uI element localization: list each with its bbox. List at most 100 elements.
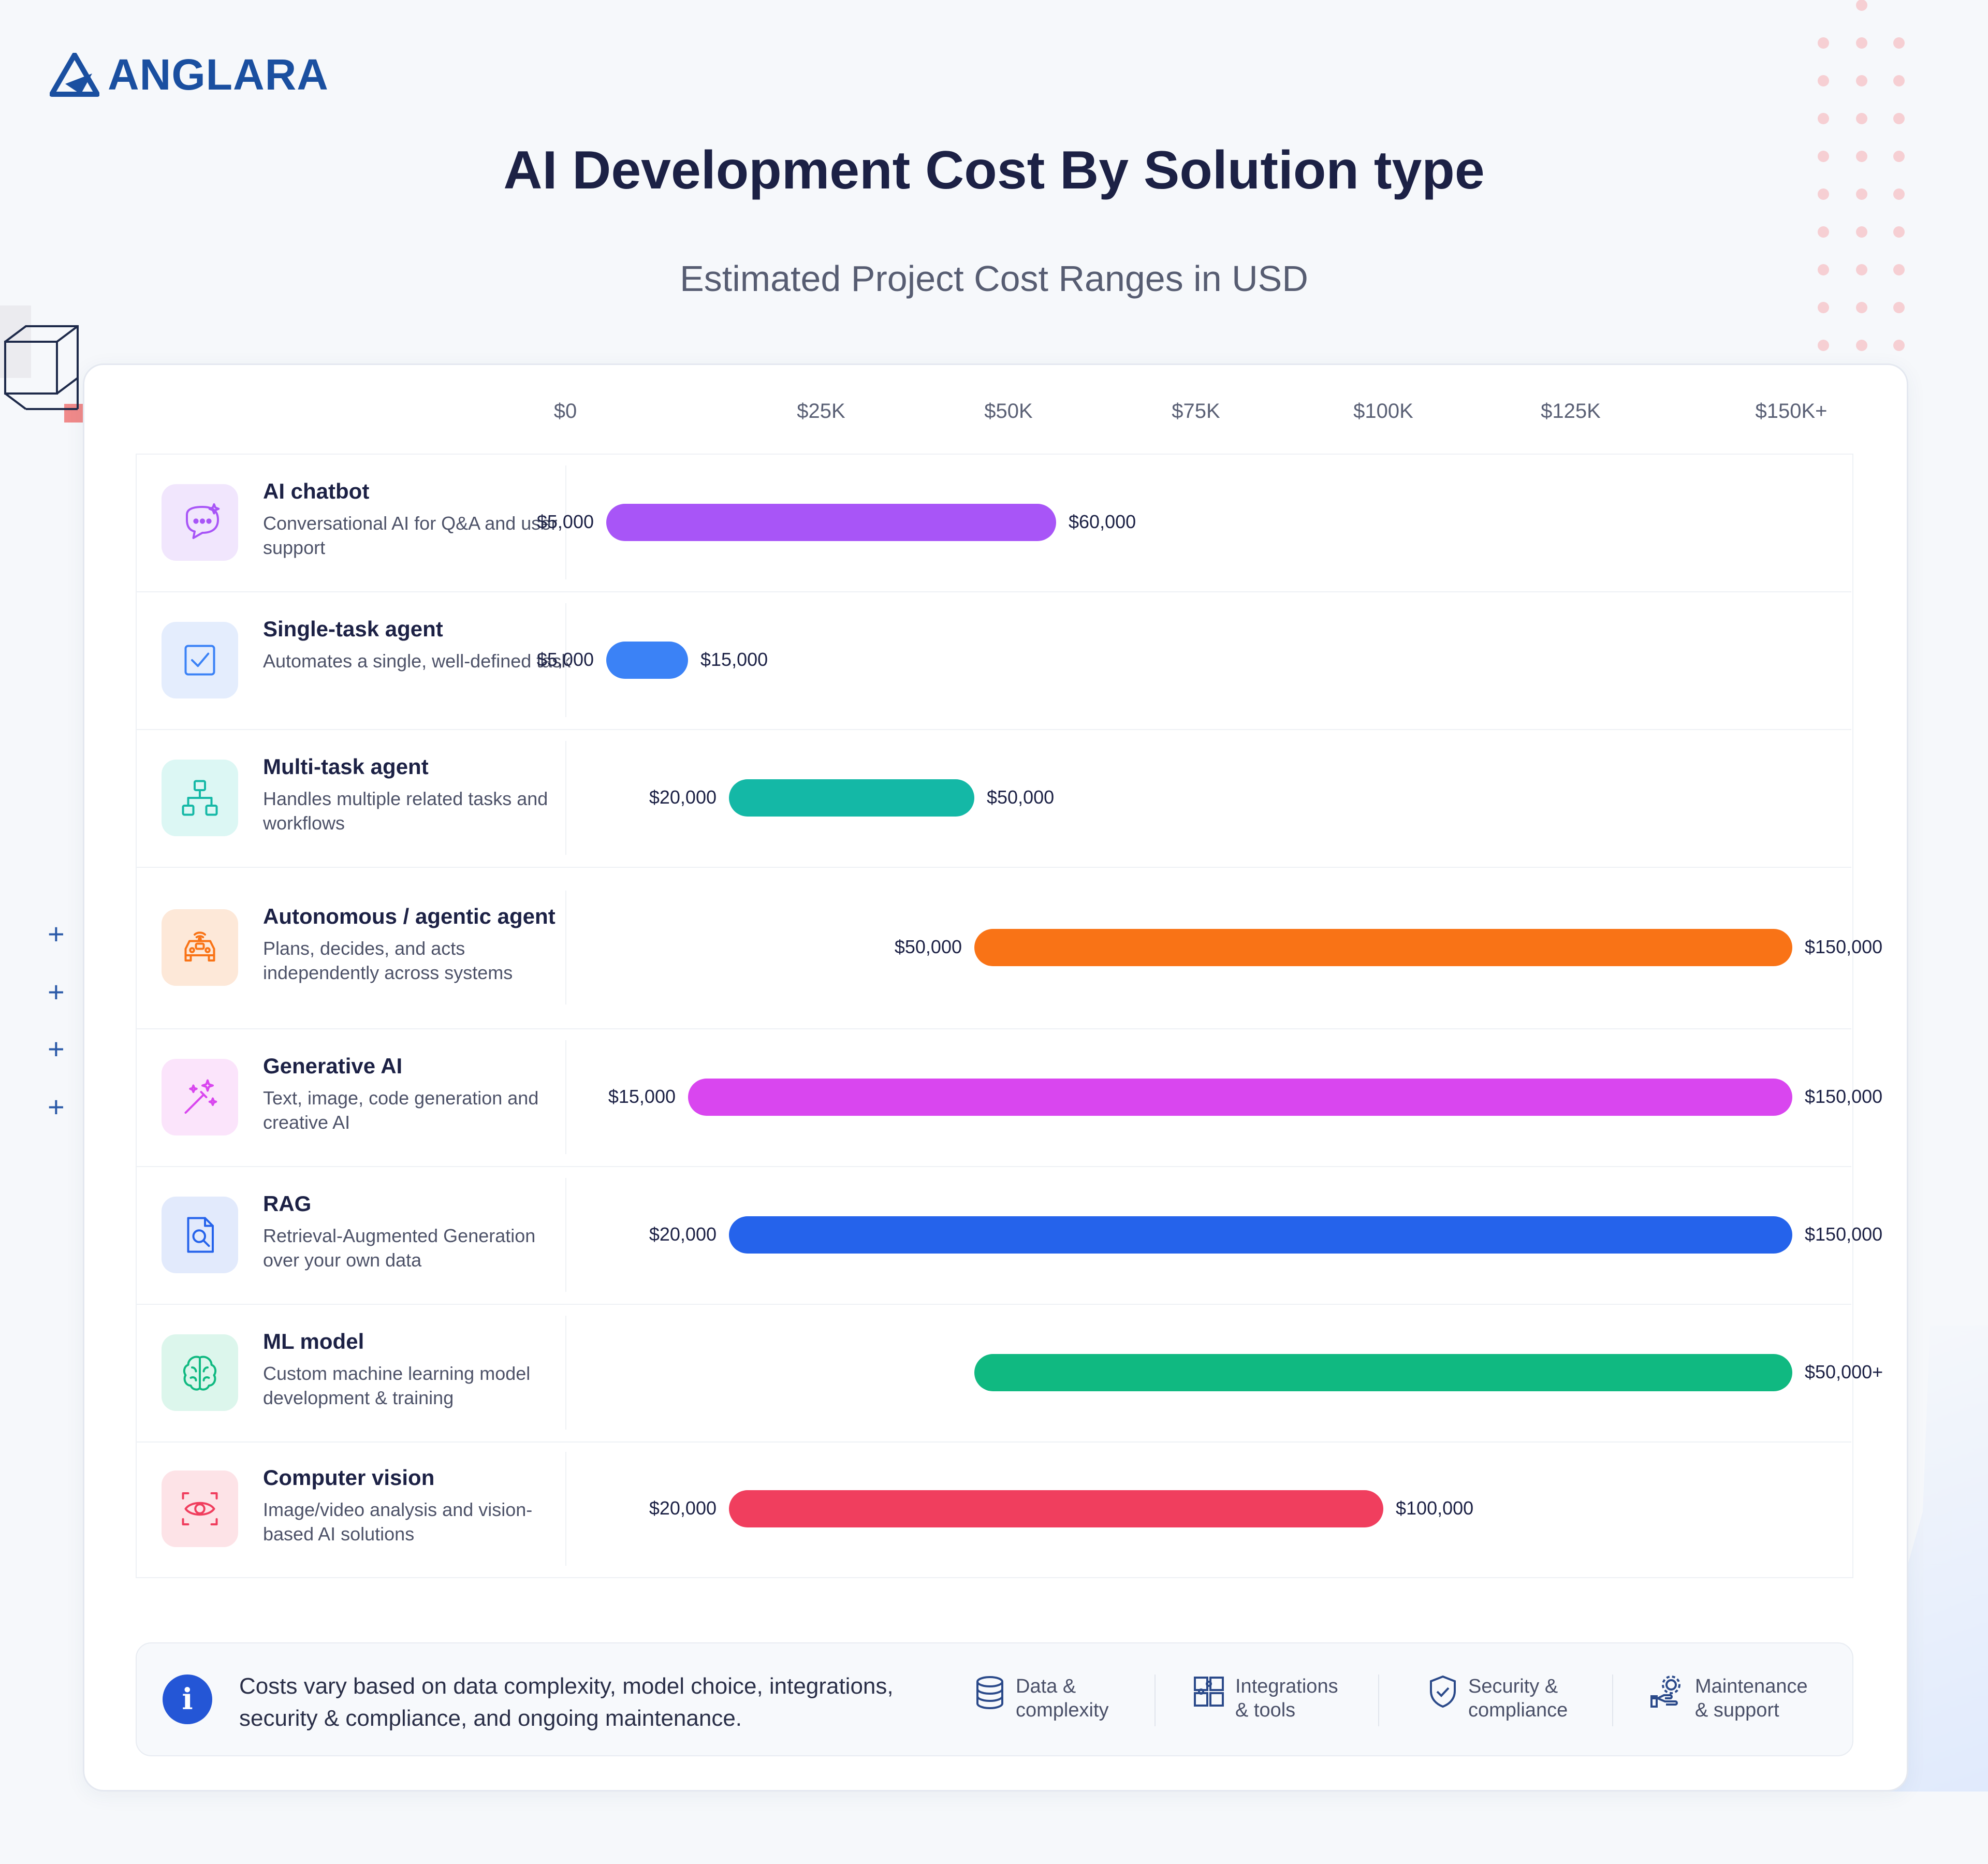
- max-value-label: $50,000: [987, 787, 1055, 808]
- x-tick-label: $50K: [984, 400, 1033, 423]
- database-icon: [976, 1676, 1003, 1710]
- shield-check-icon: [1430, 1675, 1456, 1708]
- info-icon: i: [163, 1674, 212, 1724]
- document-search-icon: [187, 1217, 214, 1253]
- category-name: Autonomous / agentic agent: [263, 904, 556, 928]
- cost-range-bar: [729, 779, 974, 817]
- factor-security-compliance: Security & compliance: [1428, 1674, 1587, 1722]
- category-icon-tile: [162, 1334, 238, 1411]
- chart-row: Autonomous / agentic agent Plans, decides…: [136, 867, 1882, 1029]
- column-divider: [565, 741, 566, 855]
- chat-sparkle-icon: [186, 503, 220, 539]
- cost-factors-footer: i Costs vary based on data complexity, m…: [136, 1642, 1853, 1756]
- checkbox-icon: [184, 645, 215, 676]
- cost-range-bar: [688, 1079, 1792, 1116]
- decorative-dot-grid: [1818, 0, 1905, 351]
- category-description: Plans, decides, and acts independently a…: [263, 938, 513, 983]
- factor-integrations-tools: Integrations & tools: [1193, 1674, 1354, 1722]
- max-value-label: $50,000+: [1805, 1361, 1883, 1382]
- chart-row: RAG Retrieval-Augmented Generation over y…: [136, 1166, 1882, 1305]
- chart-row: Single-task agent Automates a single, wel…: [136, 591, 1851, 730]
- factor-data-complexity: Data & complexity: [974, 1674, 1135, 1722]
- category-description: Handles multiple related tasks and workf…: [263, 788, 548, 834]
- column-divider: [565, 1040, 566, 1154]
- category-description: Custom machine learning model developmen…: [263, 1363, 531, 1408]
- max-value-label: $100,000: [1396, 1497, 1474, 1519]
- min-value-label: $20,000: [649, 1497, 717, 1519]
- category-icon-tile: [162, 760, 238, 836]
- category-name: Single-task agent: [263, 617, 443, 641]
- hierarchy-icon: [182, 780, 218, 816]
- cost-range-bar: [974, 929, 1792, 966]
- x-tick-label: $25K: [797, 400, 845, 423]
- brain-icon: [183, 1356, 217, 1391]
- min-value-label: $15,000: [608, 1086, 676, 1107]
- category-icon-tile: [162, 484, 238, 561]
- cube-icon: [0, 305, 83, 423]
- cost-range-bar: [974, 1354, 1792, 1391]
- min-value-label: $50,000: [894, 936, 962, 957]
- max-value-label: $150,000: [1805, 936, 1883, 957]
- divider: [1612, 1674, 1613, 1726]
- page-subtitle: Estimated Project Cost Ranges in USD: [680, 258, 1308, 299]
- chart-table: [136, 454, 1853, 1578]
- x-tick-label: $75K: [1172, 400, 1220, 423]
- plus-icon: +: [48, 918, 65, 950]
- divider: [1154, 1674, 1156, 1726]
- category-name: Generative AI: [263, 1054, 403, 1078]
- chart-row: Computer vision Image/video analysis and …: [136, 1441, 1851, 1576]
- factor-label: Integrations & tools: [1235, 1676, 1338, 1721]
- puzzle-icon: [1194, 1677, 1224, 1707]
- plus-icon: +: [48, 1032, 65, 1065]
- column-divider: [565, 603, 566, 717]
- factor-label: Security & compliance: [1468, 1676, 1568, 1721]
- brand-name: ANGLARA: [108, 50, 329, 99]
- column-divider: [565, 1316, 566, 1430]
- max-value-label: $150,000: [1805, 1086, 1883, 1107]
- x-tick-label: $150K+: [1755, 400, 1828, 423]
- factor-label: Maintenance & support: [1695, 1676, 1808, 1721]
- chart-card: [83, 363, 1908, 1792]
- max-value-label: $150,000: [1805, 1224, 1883, 1245]
- autonomous-car-icon: [184, 931, 215, 962]
- factor-maintenance-support: Maintenance & support: [1650, 1674, 1814, 1722]
- category-description: Conversational AI for Q&A and user suppo…: [263, 513, 558, 558]
- plus-icon: +: [48, 975, 65, 1008]
- factor-label: Data & complexity: [1016, 1676, 1109, 1721]
- footer-note: Costs vary based on data complexity, mod…: [239, 1673, 894, 1731]
- column-divider: [565, 891, 566, 1004]
- category-description: Retrieval-Augmented Generation over your…: [263, 1225, 536, 1271]
- brand-logo: ANGLARA: [50, 50, 329, 100]
- category-name: ML model: [263, 1329, 364, 1353]
- category-description: Automates a single, well-defined task: [263, 650, 571, 672]
- chart-row: AI chatbot Conversational AI for Q&A and …: [136, 454, 1851, 592]
- page-title: AI Development Cost By Solution type: [503, 140, 1485, 200]
- category-icon-tile: [162, 909, 238, 986]
- anglara-logo-icon: [50, 52, 99, 97]
- min-value-label: $5,000: [536, 511, 594, 532]
- category-name: RAG: [263, 1191, 312, 1216]
- cost-range-bar: [729, 1216, 1792, 1254]
- x-tick-label: $100K: [1353, 400, 1413, 423]
- chart-row: ML model Custom machine learning model de…: [136, 1304, 1883, 1443]
- eye-scan-icon: [182, 1492, 218, 1525]
- min-value-label: $20,000: [649, 787, 717, 808]
- category-name: Computer vision: [263, 1465, 435, 1490]
- column-divider: [565, 1452, 566, 1566]
- category-description: Text, image, code generation and creativ…: [263, 1087, 539, 1133]
- category-icon-tile: [162, 622, 238, 698]
- plus-icon: +: [48, 1090, 65, 1123]
- divider: [1378, 1674, 1379, 1726]
- cost-range-bar: [729, 1490, 1383, 1527]
- column-divider: [565, 1178, 566, 1292]
- category-description: Image/video analysis and vision-based AI…: [263, 1499, 533, 1545]
- magic-wand-icon: [184, 1079, 217, 1114]
- x-tick-label: $0: [553, 400, 577, 423]
- hand-gear-icon: [1650, 1676, 1680, 1708]
- min-value-label: $5,000: [536, 649, 594, 670]
- cost-range-bar: [606, 642, 688, 679]
- category-icon-tile: [162, 1059, 238, 1135]
- column-divider: [565, 465, 566, 579]
- category-icon-tile: [162, 1197, 238, 1273]
- category-name: AI chatbot: [263, 479, 370, 503]
